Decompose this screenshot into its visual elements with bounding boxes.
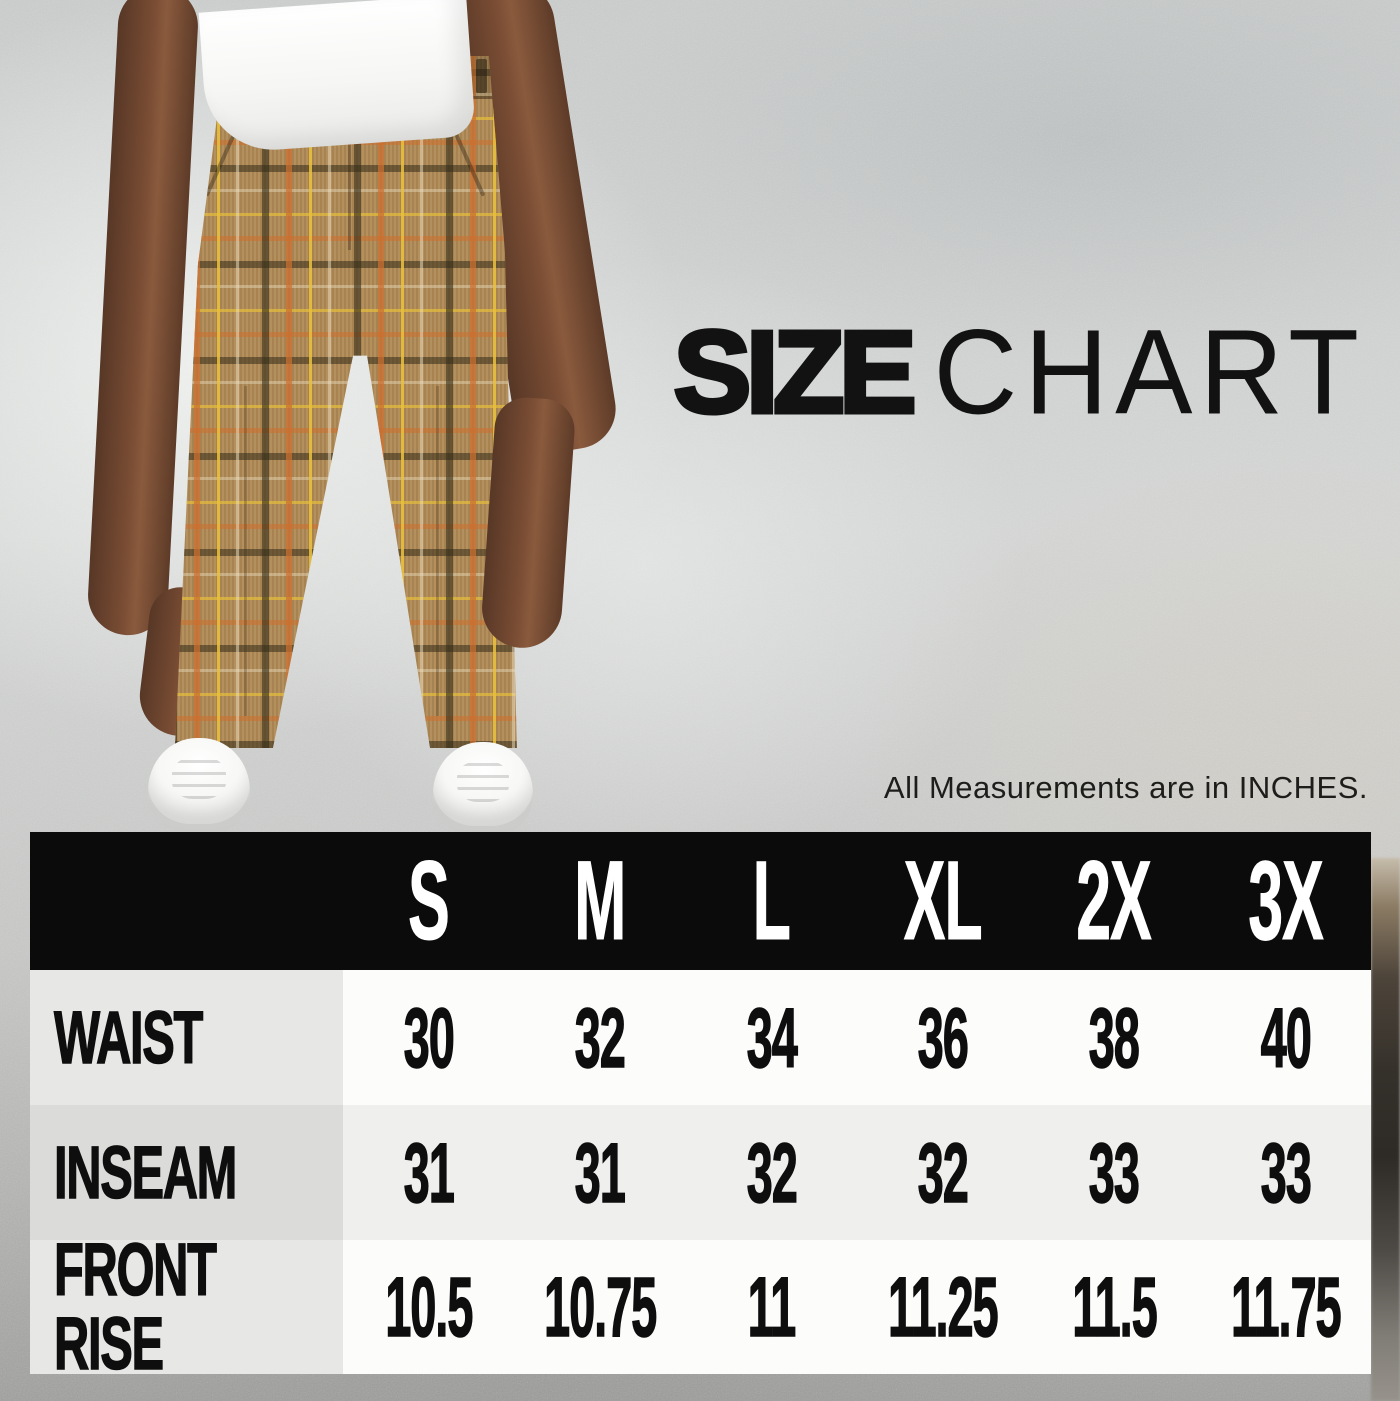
corner-cell — [30, 832, 343, 970]
front-rise-value-3x: 11.75 — [1199, 1240, 1371, 1374]
right-leg-crease — [436, 386, 439, 716]
fly-seam — [348, 100, 351, 250]
waist-value-s: 30 — [343, 970, 515, 1105]
inseam-value-xl: 32 — [856, 1105, 1029, 1240]
size-column-header: S — [343, 832, 515, 970]
waist-value-2x: 38 — [1028, 970, 1200, 1105]
size-column-header: L — [685, 832, 857, 970]
background-dark-object — [1371, 858, 1400, 1401]
model-photo — [0, 0, 700, 840]
inseam-value-3x: 33 — [1199, 1105, 1371, 1240]
front-rise-value-xl: 11.25 — [856, 1240, 1029, 1374]
inseam-value-l: 32 — [685, 1105, 857, 1240]
title-word-size: SIZE — [671, 307, 919, 437]
measurement-note: All Measurements are in INCHES. — [883, 770, 1368, 805]
size-column-header: 2X — [1028, 832, 1200, 970]
inseam-value-m: 31 — [514, 1105, 686, 1240]
belt-loop — [476, 59, 487, 93]
tshirt — [198, 0, 476, 155]
left-leg-crease — [244, 386, 247, 716]
waist-value-3x: 40 — [1199, 970, 1371, 1105]
size-column-header: XL — [856, 832, 1029, 970]
inseam-value-2x: 33 — [1028, 1105, 1200, 1240]
size-chart-table: S M L XL 2X 3X WAIST 30 32 34 36 38 40 I… — [30, 832, 1371, 1374]
waist-value-l: 34 — [685, 970, 857, 1105]
row-label-waist: WAIST — [30, 970, 343, 1105]
left-arm — [86, 0, 200, 638]
shoe-laces — [172, 757, 226, 800]
waist-value-xl: 36 — [856, 970, 1029, 1105]
front-rise-value-s: 10.5 — [343, 1240, 515, 1374]
size-column-header: 3X — [1199, 832, 1371, 970]
row-label-front-rise: FRONT RISE — [30, 1240, 343, 1374]
front-rise-value-m: 10.75 — [514, 1240, 686, 1374]
page-title: SIZE CHART — [671, 304, 1366, 440]
title-word-chart: CHART — [933, 304, 1366, 440]
size-column-header: M — [514, 832, 686, 970]
plaid-trousers — [174, 56, 517, 748]
front-rise-value-2x: 11.5 — [1028, 1240, 1200, 1374]
inseam-value-s: 31 — [343, 1105, 515, 1240]
right-shoe — [433, 742, 533, 836]
left-shoe — [148, 738, 250, 834]
front-rise-value-l: 11 — [685, 1240, 857, 1374]
waist-value-m: 32 — [514, 970, 686, 1105]
row-label-inseam: INSEAM — [30, 1105, 343, 1240]
shoe-laces — [457, 760, 509, 803]
right-hand — [479, 395, 577, 651]
